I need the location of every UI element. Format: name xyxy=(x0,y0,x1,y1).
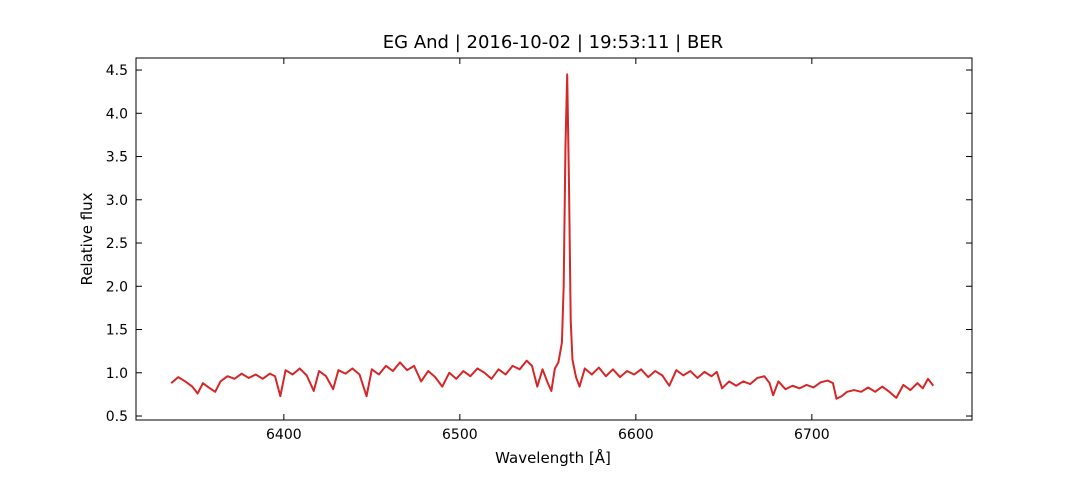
y-tick-label: 1.5 xyxy=(106,323,128,339)
spectrum-line xyxy=(170,73,935,400)
x-tick-label: 6400 xyxy=(266,427,302,443)
y-tick-label: 4.5 xyxy=(106,63,128,79)
x-axis-label: Wavelength [Å] xyxy=(495,448,611,467)
x-tick-label: 6600 xyxy=(618,427,654,443)
y-axis-label: Relative flux xyxy=(78,192,96,285)
y-tick-label: 4.0 xyxy=(106,106,128,122)
y-tick-label: 3.5 xyxy=(106,150,128,166)
y-tick-label: 2.5 xyxy=(106,236,128,252)
x-tick-label: 6500 xyxy=(442,427,478,443)
x-tick-label: 6700 xyxy=(794,427,830,443)
chart-title: EG And | 2016-10-02 | 19:53:11 | BER xyxy=(383,32,723,53)
y-tick-label: 1.0 xyxy=(106,366,128,382)
plot-frame xyxy=(135,57,973,421)
y-tick-label: 0.5 xyxy=(106,409,128,425)
y-tick-label: 2.0 xyxy=(106,279,128,295)
y-tick-label: 3.0 xyxy=(106,193,128,209)
